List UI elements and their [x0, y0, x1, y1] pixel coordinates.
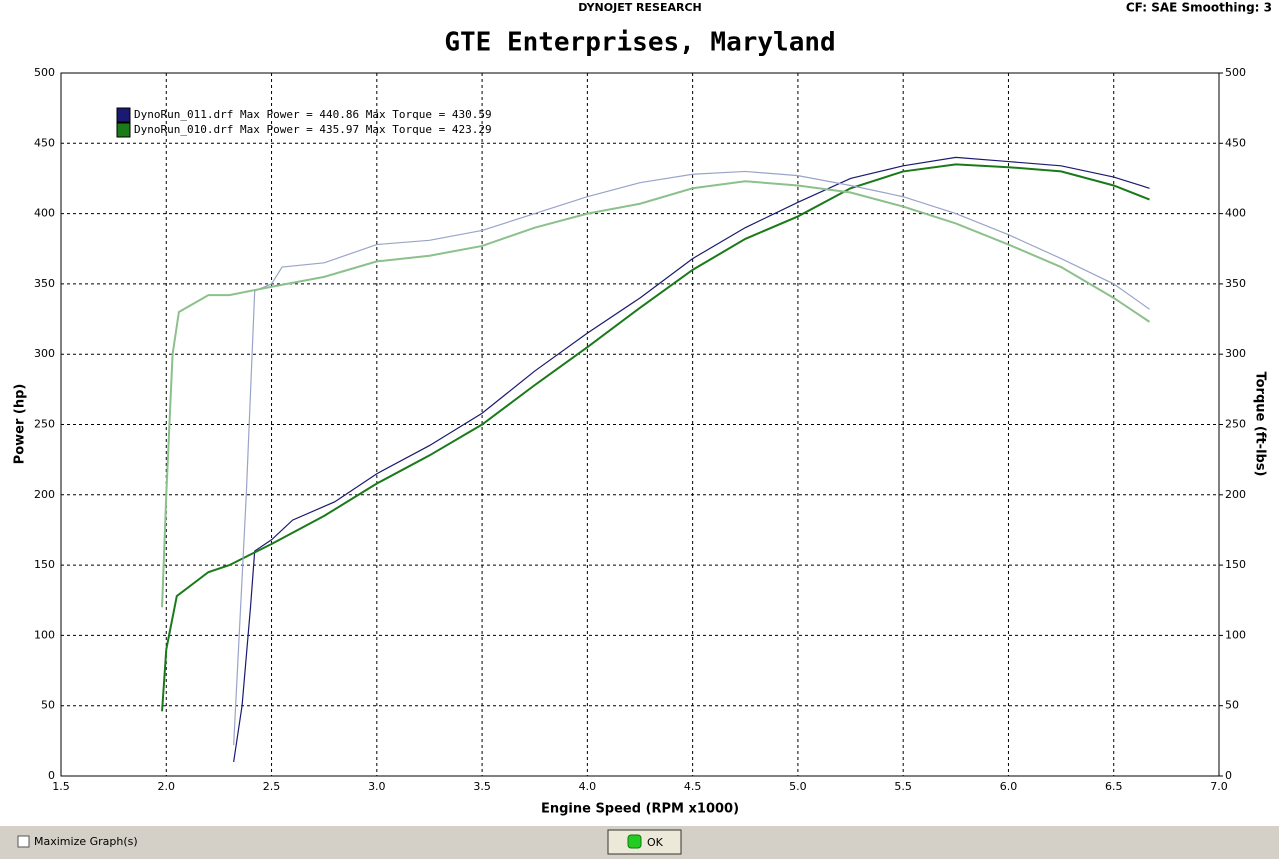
y-tick-label: 300 — [34, 347, 55, 360]
y2-tick-label: 150 — [1225, 558, 1246, 571]
series-line — [233, 156, 1150, 763]
x-tick-label: 5.0 — [789, 780, 807, 793]
checkbox[interactable] — [17, 835, 30, 848]
y-tick-label: 150 — [34, 558, 55, 571]
ok-icon — [627, 834, 642, 849]
y-tick-label: 350 — [34, 277, 55, 290]
y2-tick-label: 100 — [1225, 628, 1246, 641]
y2-axis-label: Torque (ft-lbs) — [1253, 371, 1268, 476]
legend-label: DynoRun_010.drf Max Power = 435.97 Max T… — [134, 123, 492, 136]
ok-button[interactable] — [607, 829, 682, 855]
y2-tick-label: 400 — [1225, 207, 1246, 220]
x-tick-label: 2.5 — [263, 780, 281, 793]
y2-tick-label: 300 — [1225, 347, 1246, 360]
x-tick-label: 5.5 — [894, 780, 912, 793]
y2-tick-label: 50 — [1225, 699, 1239, 712]
y-tick-label: 100 — [34, 628, 55, 641]
x-tick-label: 7.0 — [1210, 780, 1228, 793]
x-tick-label: 6.0 — [1000, 780, 1018, 793]
series-line — [233, 170, 1150, 746]
y-tick-label: 50 — [41, 699, 55, 712]
x-tick-label: 3.5 — [473, 780, 491, 793]
y-tick-label: 0 — [48, 769, 55, 782]
y-tick-label: 200 — [34, 488, 55, 501]
checkbox-label[interactable]: Maximize Graph(s) — [34, 835, 138, 848]
x-tick-label: 4.0 — [579, 780, 597, 793]
y-tick-label: 500 — [34, 66, 55, 79]
x-tick-label: 1.5 — [52, 780, 70, 793]
x-axis-label: Engine Speed (RPM x1000) — [541, 802, 739, 817]
y2-tick-label: 0 — [1225, 769, 1232, 782]
y2-tick-label: 350 — [1225, 277, 1246, 290]
settings: CF: SAE Smoothing: 3 — [1126, 1, 1272, 15]
y-tick-label: 250 — [34, 418, 55, 431]
y2-tick-label: 450 — [1225, 136, 1246, 149]
y2-tick-label: 250 — [1225, 418, 1246, 431]
ok-label[interactable]: OK — [647, 836, 664, 849]
x-tick-label: 6.5 — [1105, 780, 1123, 793]
y-axis-label: Power (hp) — [13, 384, 28, 465]
legend-label: DynoRun_011.drf Max Power = 440.86 Max T… — [134, 108, 492, 121]
y-tick-label: 400 — [34, 207, 55, 220]
y2-tick-label: 200 — [1225, 488, 1246, 501]
y-tick-label: 450 — [34, 136, 55, 149]
legend-swatch — [116, 122, 131, 138]
x-tick-label: 2.0 — [158, 780, 176, 793]
y2-tick-label: 500 — [1225, 66, 1246, 79]
x-tick-label: 4.5 — [684, 780, 702, 793]
series-line — [161, 163, 1150, 712]
series-line — [161, 180, 1151, 608]
brand: DYNOJET RESEARCH — [578, 1, 701, 14]
chart-title: GTE Enterprises, Maryland — [444, 28, 835, 58]
x-tick-label: 3.0 — [368, 780, 386, 793]
legend-swatch — [116, 107, 131, 123]
